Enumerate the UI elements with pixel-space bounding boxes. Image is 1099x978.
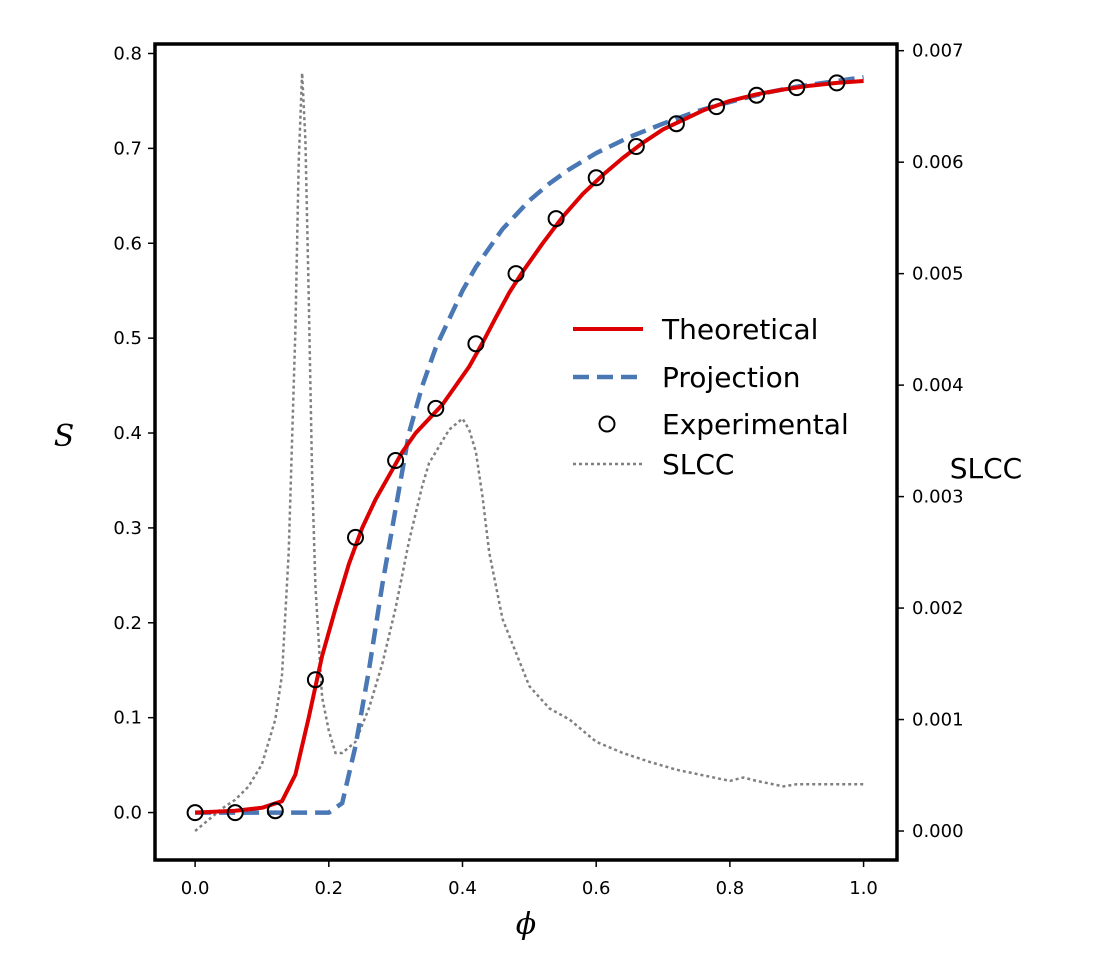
legend-label-theoretical: Theoretical	[661, 313, 818, 346]
legend-label-slcc: SLCC	[662, 448, 734, 481]
x-tick-label: 0.2	[314, 878, 343, 899]
experimental-point	[587, 169, 605, 187]
series-slcc-line	[194, 72, 864, 832]
ticks-layer: 0.0 0.2 0.4 0.6 0.8 1.0 0.0 0.1 0.2 0.3 0.4 0.5 0.6 0…	[113, 41, 963, 899]
experimental-point	[507, 265, 525, 283]
y2-tick-label: 0.006	[912, 152, 964, 173]
experimental-point	[306, 671, 324, 689]
y-tick-label: 0.0	[113, 803, 142, 824]
experimental-point	[186, 804, 204, 822]
x-axis-label: ϕ	[516, 907, 536, 942]
data-layer	[186, 72, 864, 832]
x-tick-label: 0.6	[582, 878, 611, 899]
experimental-point	[387, 452, 405, 469]
experimental-point	[467, 335, 485, 353]
legend-marker-experimental	[598, 415, 616, 433]
y-axis-label: S	[54, 419, 75, 454]
plot-frame	[153, 42, 899, 862]
y2-tick-label: 0.003	[912, 487, 964, 508]
y2-tick-label: 0.000	[912, 821, 964, 842]
experimental-point	[828, 74, 846, 92]
y-tick-label: 0.6	[113, 233, 142, 254]
x-tick-label: 0.4	[448, 878, 477, 899]
experimental-point	[748, 86, 766, 104]
y2-tick-label: 0.001	[912, 710, 964, 731]
y-tick-label: 0.5	[113, 328, 142, 349]
legend-label-experimental: Experimental	[662, 408, 849, 441]
experimental-point	[788, 79, 806, 97]
experimental-point	[627, 138, 645, 155]
y-tick-label: 0.8	[113, 43, 142, 64]
x-tick-label: 0.0	[181, 878, 210, 899]
y-tick-label: 0.7	[113, 138, 142, 159]
y2-axis-label: SLCC	[950, 452, 1022, 485]
y-tick-label: 0.3	[113, 518, 142, 539]
y-tick-label: 0.4	[113, 423, 142, 444]
y2-tick-label: 0.005	[912, 264, 964, 285]
experimental-point	[667, 115, 685, 133]
experimental-point	[266, 802, 284, 820]
x-tick-label: 0.8	[716, 878, 745, 899]
experimental-point	[547, 210, 565, 228]
legend-label-projection: Projection	[662, 361, 800, 394]
y2-tick-label: 0.002	[912, 598, 964, 619]
series-theoretical-line	[195, 79, 864, 815]
y2-tick-label: 0.004	[912, 375, 964, 396]
y2-tick-label: 0.007	[912, 41, 964, 62]
x-tick-label: 1.0	[849, 878, 878, 899]
y-tick-label: 0.1	[113, 708, 142, 729]
legend: Theoretical Projection Experimental SLCC	[573, 313, 849, 481]
series-projection-line	[195, 74, 864, 815]
experimental-point	[347, 528, 364, 546]
experimental-point	[427, 399, 445, 417]
y-tick-label: 0.2	[113, 613, 142, 634]
experimental-point	[708, 98, 725, 116]
experimental-point	[226, 804, 244, 822]
